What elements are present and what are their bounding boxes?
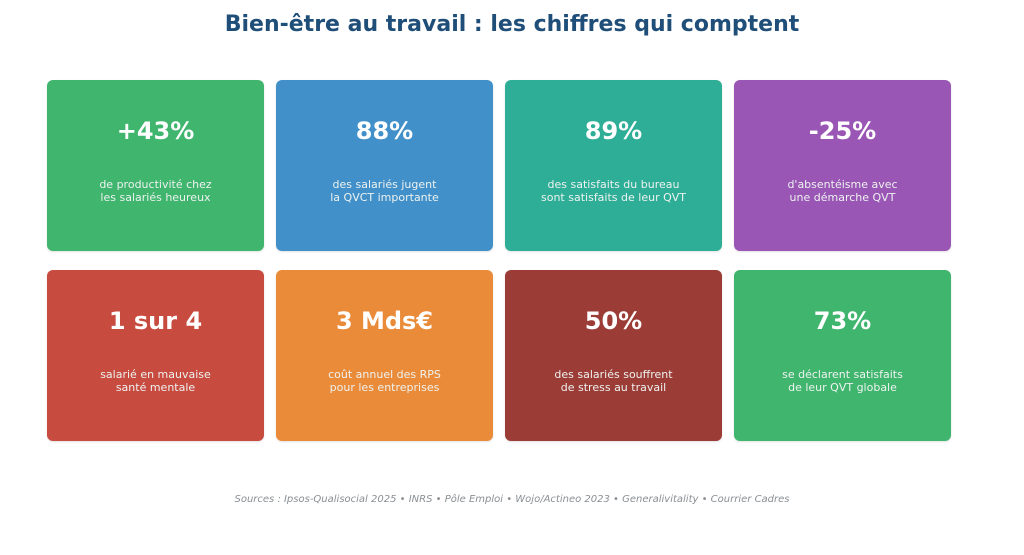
stat-description: des satisfaits du bureau sont satisfaits… [541,178,686,204]
stat-description: d'absentéisme avec une démarche QVT [787,178,898,204]
stat-value: 89% [584,117,643,145]
stat-description: de productivité chez les salariés heureu… [99,178,212,204]
stat-value: -25% [808,117,877,145]
stat-description: des salariés souffrent de stress au trav… [554,368,673,394]
stat-description: se déclarent satisfaits de leur QVT glob… [782,368,903,394]
page-title: Bien-être au travail : les chiffres qui … [224,12,800,37]
stat-description: salarié en mauvaise santé mentale [100,368,211,394]
stat-value: 3 Mds€ [335,307,434,335]
stat-card-stress: 50% des salariés souffrent de stress au … [505,270,722,441]
stat-value: +43% [116,117,195,145]
stat-description: des salariés jugent la QVCT importante [330,178,439,204]
stat-card-rps-cost: 3 Mds€ coût annuel des RPS pour les entr… [276,270,493,441]
stat-value: 88% [355,117,414,145]
stat-card-absenteeism: -25% d'absentéisme avec une démarche QVT [734,80,951,251]
stat-description: coût annuel des RPS pour les entreprises [328,368,441,394]
stat-card-office-satisfaction: 89% des satisfaits du bureau sont satisf… [505,80,722,251]
stat-card-qvt-satisfaction: 73% se déclarent satisfaits de leur QVT … [734,270,951,441]
stat-value: 50% [584,307,643,335]
stat-value: 1 sur 4 [108,307,203,335]
stat-card-qvct-importance: 88% des salariés jugent la QVCT importan… [276,80,493,251]
stat-value: 73% [813,307,872,335]
stat-card-productivity: +43% de productivité chez les salariés h… [47,80,264,251]
stat-card-mental-health: 1 sur 4 salarié en mauvaise santé mental… [47,270,264,441]
stats-grid: +43% de productivité chez les salariés h… [47,80,951,442]
sources-footnote: Sources : Ipsos-Qualisocial 2025 • INRS … [234,494,790,505]
